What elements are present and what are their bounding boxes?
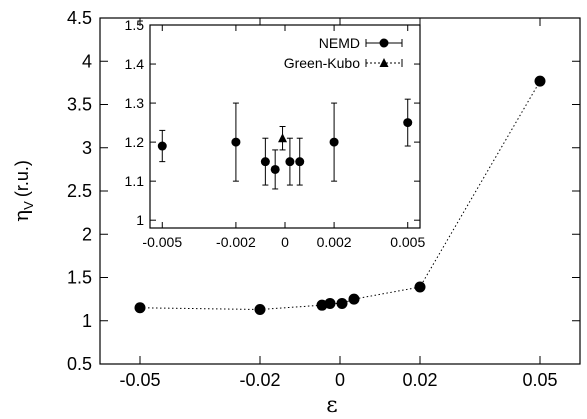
x-tick-label: 0 — [335, 370, 345, 390]
inset-data-point — [260, 157, 270, 167]
x-tick-label: -0.02 — [239, 370, 280, 390]
y-axis-label: ηV(r.u.) — [9, 160, 36, 222]
legend-label: NEMD — [319, 35, 360, 51]
legend-marker-triangle — [379, 58, 389, 67]
x-tick-label: -0.05 — [119, 370, 160, 390]
y-tick-label: 3 — [82, 138, 92, 158]
inset-y-tick-label: 1.4 — [125, 56, 145, 72]
y-tick-label: 2 — [82, 224, 92, 244]
inset-data-point — [295, 157, 305, 167]
y-tick-label: 4 — [82, 51, 92, 71]
inset-data-point — [403, 118, 413, 128]
inset-x-tick-label: 0.005 — [390, 234, 425, 250]
inset-y-tick-label: 1.1 — [125, 173, 145, 189]
x-axis-label: ε — [326, 393, 337, 418]
inset-data-point — [329, 137, 339, 147]
data-point — [414, 281, 426, 293]
y-tick-label: 0.5 — [67, 354, 92, 374]
legend-label: Green-Kubo — [284, 55, 360, 71]
series-line — [139, 80, 541, 311]
data-point — [254, 304, 266, 316]
inset-y-tick-label: 1.3 — [125, 95, 145, 111]
data-point — [134, 302, 146, 314]
inset-data-point — [285, 157, 295, 167]
inset-y-tick-label: 1.2 — [125, 134, 145, 150]
x-tick-label: 0.05 — [522, 370, 557, 390]
inset-plot: 1 1.1 1.2 1.3 1.4 1.5 -0.005 -0.002 0 0.002 0.005 N… — [125, 17, 426, 250]
inset-y-tick-label: 1.5 — [125, 17, 145, 33]
main-plot: 0.5 1 1.5 2 2.5 3 3.5 4 4.5 -0.05 -0.02 0 0.02 0.05 ε η… — [9, 8, 581, 418]
inset-y-tick-label: 1 — [136, 212, 144, 228]
x-tick-label: 0.02 — [402, 370, 437, 390]
inset-data-point — [270, 164, 280, 174]
y-tick-label: 1 — [82, 311, 92, 331]
inset-x-tick-label: 0.002 — [317, 234, 352, 250]
data-point — [336, 297, 348, 309]
inset-data-point-triangle — [278, 133, 288, 143]
inset-x-tick-label: 0 — [281, 234, 289, 250]
inset-x-tick-label: -0.005 — [142, 234, 182, 250]
data-point — [348, 293, 360, 305]
data-point — [534, 75, 546, 87]
y-tick-label: 3.5 — [67, 95, 92, 115]
inset-data-point — [157, 141, 167, 151]
inset-x-tick-label: -0.002 — [216, 234, 256, 250]
legend-marker — [379, 38, 389, 48]
y-tick-label: 2.5 — [67, 181, 92, 201]
data-point — [324, 297, 336, 309]
inset-data-point — [231, 137, 241, 147]
y-tick-label: 1.5 — [67, 268, 92, 288]
y-tick-label: 4.5 — [67, 8, 92, 28]
